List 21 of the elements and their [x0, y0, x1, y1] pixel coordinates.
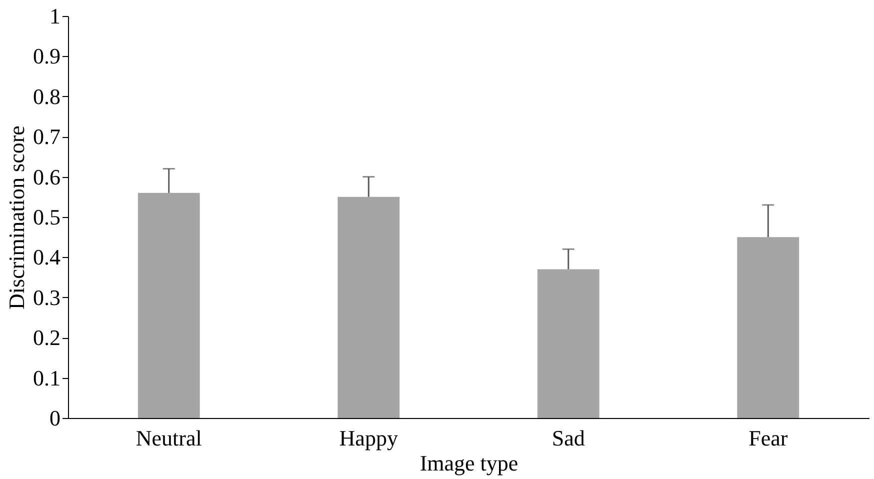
y-tick-label: 0.5: [33, 204, 60, 230]
y-tick-label: 0.3: [33, 284, 60, 310]
y-tick-label: 1: [50, 4, 60, 28]
bar: [537, 269, 600, 418]
bar: [138, 192, 200, 418]
x-tick-label: Fear: [748, 426, 788, 450]
x-tick-label: Happy: [339, 426, 398, 450]
y-tick-label: 0.6: [33, 164, 60, 190]
y-tick-label: 0.1: [33, 365, 60, 390]
y-tick-label: 0.8: [33, 84, 60, 109]
y-tick-label: 0.7: [33, 124, 60, 150]
y-axis-title: Discrimination score: [4, 126, 29, 310]
x-axis-title: Image type: [420, 450, 518, 476]
bar: [338, 196, 400, 418]
y-tick-label: 0.4: [33, 244, 60, 270]
x-tick-label: Neutral: [136, 426, 202, 450]
y-tick-label: 0.2: [33, 325, 60, 350]
y-tick-label: 0.9: [33, 44, 60, 69]
bar: [737, 237, 800, 418]
x-tick-label: Sad: [552, 426, 585, 450]
y-tick-label: 0: [50, 406, 60, 430]
